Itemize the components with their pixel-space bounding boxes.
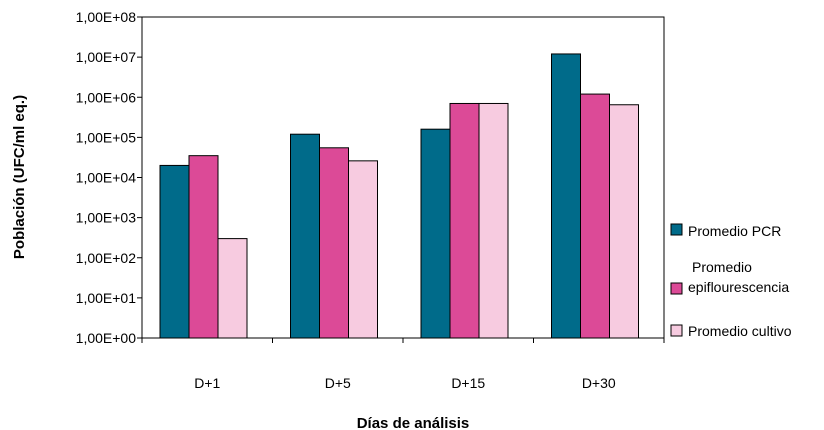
bar	[159, 164, 190, 339]
y-tick-label: 1,00E+07	[76, 49, 137, 65]
bar	[551, 53, 581, 339]
bar	[217, 238, 248, 339]
y-tick-label: 1,00E+03	[76, 210, 137, 226]
y-tick-label: 1,00E+01	[76, 290, 137, 306]
bar	[580, 93, 610, 339]
x-tick-label: D+5	[325, 375, 351, 391]
legend: Promedio PCR Promedio epiflourescencia Prom…	[670, 223, 792, 339]
y-tick-label: 1,00E+08	[76, 9, 137, 25]
legend-swatch	[670, 223, 683, 236]
legend-swatch	[670, 324, 683, 337]
bar	[478, 102, 509, 339]
legend-label: Promedio	[692, 259, 752, 275]
bar	[449, 102, 480, 339]
bar	[188, 155, 219, 339]
y-tick-label: 1,00E+02	[76, 250, 137, 266]
y-tick-label: 1,00E+00	[76, 330, 137, 346]
bar	[348, 160, 378, 339]
x-axis-ticks: D+1 D+5 D+15 D+30	[141, 338, 665, 391]
bar	[290, 133, 320, 339]
bar	[420, 128, 451, 339]
legend-label: Promedio PCR	[688, 223, 781, 239]
bar	[609, 104, 639, 339]
x-tick-label: D+30	[582, 375, 616, 391]
legend-label: Promedio cultivo	[688, 323, 792, 339]
bars	[159, 53, 639, 339]
x-tick-label: D+1	[194, 375, 220, 391]
y-axis-title: Población (UFC/ml eq.)	[11, 95, 28, 259]
bar	[319, 147, 349, 339]
y-tick-label: 1,00E+06	[76, 89, 137, 105]
x-tick-label: D+15	[451, 375, 485, 391]
y-tick-label: 1,00E+05	[76, 129, 137, 145]
legend-swatch	[670, 282, 683, 295]
y-axis-ticks: 1,00E+00 1,00E+01 1,00E+02 1,00E+03 1,00E+04…	[76, 9, 142, 346]
legend-label: epiflourescencia	[688, 279, 789, 295]
y-tick-label: 1,00E+04	[76, 170, 137, 186]
x-axis-title: Días de análisis	[357, 415, 470, 430]
